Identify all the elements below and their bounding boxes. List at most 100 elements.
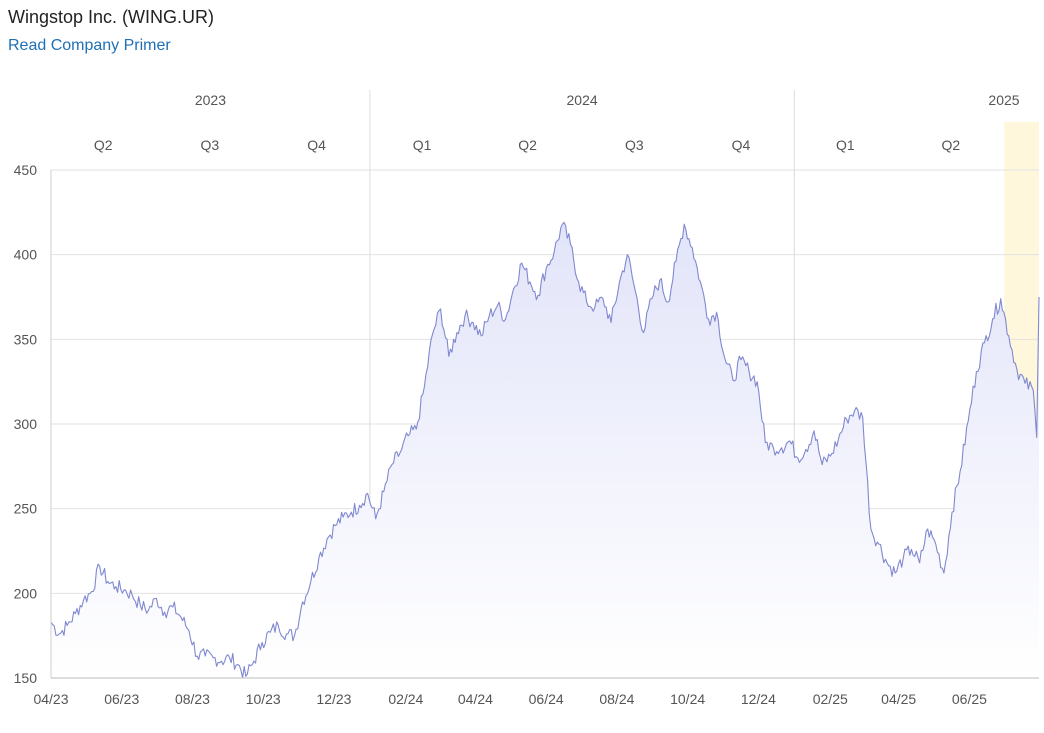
price-data-point <box>708 318 710 320</box>
x-tick-label: 04/24 <box>458 691 493 707</box>
price-data-point <box>391 464 393 466</box>
price-data-point <box>813 430 815 432</box>
price-data-point <box>399 452 401 454</box>
x-tick-label: 06/24 <box>529 691 564 707</box>
page-title: Wingstop Inc. (WING.UR) <box>8 7 215 27</box>
price-data-point <box>732 379 734 381</box>
price-data-point <box>886 562 888 564</box>
price-data-point <box>594 306 596 308</box>
price-data-point <box>578 281 580 283</box>
price-data-point <box>196 655 198 657</box>
price-data-point <box>521 262 523 264</box>
price-data-point <box>773 447 775 449</box>
price-data-point <box>562 223 564 225</box>
price-data-point <box>570 244 572 246</box>
price-data-point <box>326 538 328 540</box>
quarter-label: Q2 <box>518 137 537 153</box>
price-data-point <box>586 301 588 303</box>
price-data-point <box>75 613 77 615</box>
price-data-point <box>529 281 531 283</box>
price-data-point <box>424 386 426 388</box>
price-data-point <box>188 630 190 632</box>
price-data-point <box>131 594 133 596</box>
price-data-point <box>984 342 986 344</box>
price-data-point <box>838 438 840 440</box>
price-data-point <box>58 633 60 635</box>
price-data-point <box>951 511 953 513</box>
price-data-point <box>716 311 718 313</box>
price-data-point <box>294 635 296 637</box>
y-tick-label: 450 <box>14 162 38 178</box>
price-data-point <box>148 609 150 611</box>
price-data-point <box>432 333 434 335</box>
price-data-point <box>675 261 677 263</box>
price-data-point <box>943 572 945 574</box>
price-data-point <box>375 518 377 520</box>
price-data-point <box>1036 437 1038 439</box>
price-data-point <box>643 332 645 334</box>
price-data-point <box>83 599 85 601</box>
price-data-point <box>821 464 823 466</box>
price-data-point <box>1038 296 1040 298</box>
quarter-label: Q4 <box>307 137 326 153</box>
price-data-point <box>1032 389 1034 391</box>
price-data-point <box>480 335 482 337</box>
price-data-point <box>164 611 166 613</box>
x-tick-label: 02/25 <box>813 691 848 707</box>
price-data-point <box>627 254 629 256</box>
price-data-point <box>740 359 742 361</box>
price-data-point <box>440 308 442 310</box>
price-data-point <box>237 664 239 666</box>
quarter-label: Q3 <box>201 137 220 153</box>
price-data-point <box>123 589 125 591</box>
price-data-point <box>310 581 312 583</box>
quarter-label: Q2 <box>942 137 961 153</box>
price-data-point <box>846 418 848 420</box>
price-series-line <box>50 221 1040 679</box>
price-data-point <box>610 322 612 324</box>
year-label: 2024 <box>567 92 598 108</box>
price-data-point <box>367 493 369 495</box>
price-data-point <box>286 633 288 635</box>
price-data-point <box>383 491 385 493</box>
price-data-point <box>464 315 466 317</box>
price-data-point <box>748 371 750 373</box>
price-data-point <box>456 332 458 334</box>
y-tick-label: 300 <box>14 416 38 432</box>
price-data-point <box>829 455 831 457</box>
price-data-point <box>204 655 206 657</box>
price-data-point <box>781 447 783 449</box>
price-data-point <box>967 420 969 422</box>
price-data-point <box>269 631 271 633</box>
price-data-point <box>959 471 961 473</box>
price-data-point <box>935 543 937 545</box>
price-data-point <box>1008 335 1010 337</box>
price-data-point <box>870 528 872 530</box>
price-data-point <box>505 318 507 320</box>
price-data-point <box>318 557 320 559</box>
price-data-point <box>797 457 799 459</box>
price-data-point <box>602 298 604 300</box>
price-data-point <box>99 565 101 567</box>
price-data-point <box>513 288 515 290</box>
price-data-point <box>407 435 409 437</box>
price-data-point <box>805 449 807 451</box>
price-data-point <box>756 381 758 383</box>
price-data-point <box>351 511 353 513</box>
price-data-point <box>1000 298 1002 300</box>
x-tick-label: 08/24 <box>599 691 634 707</box>
price-data-point <box>667 301 669 303</box>
x-tick-label: 04/23 <box>33 691 68 707</box>
x-tick-label: 10/23 <box>246 691 281 707</box>
year-label: 2025 <box>988 92 1019 108</box>
quarter-label: Q4 <box>732 137 751 153</box>
price-data-point <box>862 416 864 418</box>
price-data-point <box>221 660 223 662</box>
price-area-fill <box>51 222 1039 678</box>
price-data-point <box>878 543 880 545</box>
price-data-point <box>277 625 279 627</box>
price-data-point <box>903 557 905 559</box>
price-data-point <box>91 591 93 593</box>
read-company-primer-link[interactable]: Read Company Primer <box>8 37 171 54</box>
